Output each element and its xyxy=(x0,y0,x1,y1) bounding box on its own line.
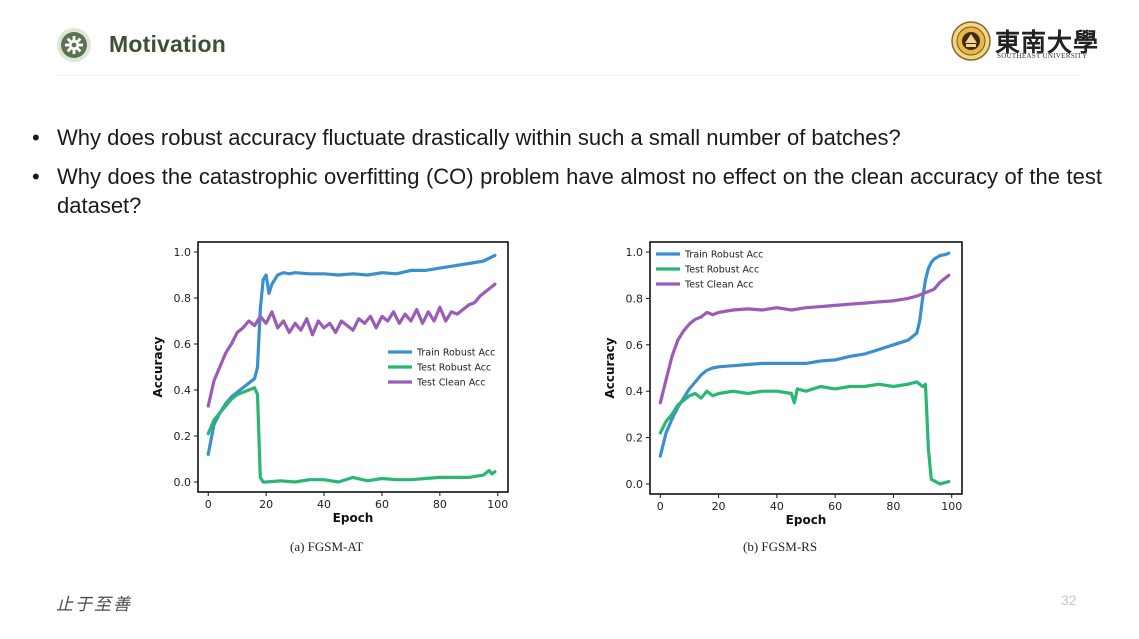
slide-header: Motivation 東南大學 SOUTHEAST UNIVERSITY xyxy=(0,0,1139,80)
y-tick-label: 0.0 xyxy=(626,478,644,491)
bullet-item: Why does robust accuracy fluctuate drast… xyxy=(30,123,1102,152)
university-seal-icon xyxy=(951,21,991,61)
legend-label: Test Robust Acc xyxy=(416,363,491,374)
caption-fgsm-rs: (b) FGSM-RS xyxy=(743,539,818,554)
university-subtitle: SOUTHEAST UNIVERSITY xyxy=(997,52,1088,60)
legend-label: Test Clean Acc xyxy=(684,280,754,291)
x-tick-label: 100 xyxy=(487,498,508,511)
x-tick-label: 100 xyxy=(941,500,962,513)
legend-label: Test Clean Acc xyxy=(416,378,486,389)
x-tick-label: 80 xyxy=(886,500,900,513)
gear-emblem-icon xyxy=(57,28,91,62)
footer-motto: 止于至善 xyxy=(56,595,132,614)
header-divider xyxy=(56,75,1080,76)
x-tick-label: 60 xyxy=(375,498,389,511)
legend-label: Test Robust Acc xyxy=(684,265,759,276)
y-axis-label: Accuracy xyxy=(604,337,617,398)
legend-label: Train Robust Acc xyxy=(684,250,763,261)
y-tick-label: 0.6 xyxy=(626,339,644,352)
y-tick-label: 1.0 xyxy=(626,246,644,259)
y-axis-label: Accuracy xyxy=(152,336,165,397)
chart-fgsm-at: 0 20 40 60 80 100 0.0 0.2 0.4 0.6 0.8 1.0 Epoch Accur… xyxy=(152,241,509,525)
caption-fgsm-at: (a) FGSM-AT xyxy=(290,539,364,554)
x-axis-label: Epoch xyxy=(333,511,374,525)
y-tick-label: 1.0 xyxy=(174,246,192,259)
y-tick-label: 0.6 xyxy=(174,338,192,351)
slide-title: Motivation xyxy=(109,31,226,57)
series-line xyxy=(206,282,497,408)
series-line xyxy=(658,380,951,486)
plot-frame xyxy=(649,241,963,495)
series-line xyxy=(206,253,497,456)
university-name: 東南大學 xyxy=(995,28,1100,57)
x-tick-label: 0 xyxy=(205,498,212,511)
figure-fgsm-rs: 0 20 40 60 80 100 0.0 0.2 0.4 0.6 0.8 1.0 Epoch Accur… xyxy=(604,236,966,526)
bullet-item: Why does the catastrophic overfitting (C… xyxy=(30,162,1102,220)
legend-label: Train Robust Acc xyxy=(416,348,495,359)
x-tick-label: 20 xyxy=(712,500,726,513)
x-tick-label: 40 xyxy=(317,498,331,511)
y-tick-label: 0.8 xyxy=(626,292,644,305)
plot-frame xyxy=(197,241,509,493)
x-axis-label: Epoch xyxy=(786,513,827,526)
x-tick-label: 80 xyxy=(433,498,447,511)
series-line xyxy=(658,273,951,405)
x-tick-label: 0 xyxy=(657,500,664,513)
y-tick-label: 0.0 xyxy=(174,476,192,489)
series-line xyxy=(658,251,951,458)
x-tick-label: 60 xyxy=(828,500,842,513)
y-tick-label: 0.2 xyxy=(174,430,192,443)
x-tick-label: 40 xyxy=(770,500,784,513)
y-tick-label: 0.4 xyxy=(626,385,644,398)
figure-fgsm-at: 0 20 40 60 80 100 0.0 0.2 0.4 0.6 0.8 1.0 Epoch Accur… xyxy=(152,236,514,526)
y-tick-label: 0.2 xyxy=(626,432,644,445)
y-tick-label: 0.4 xyxy=(174,384,192,397)
page-number: 32 xyxy=(1061,592,1077,608)
chart-fgsm-rs: 0 20 40 60 80 100 0.0 0.2 0.4 0.6 0.8 1.0 Epoch Accur… xyxy=(604,241,963,526)
series-line xyxy=(206,386,497,484)
x-tick-label: 20 xyxy=(259,498,273,511)
y-tick-label: 0.8 xyxy=(174,292,192,305)
bullet-list: Why does robust accuracy fluctuate drast… xyxy=(30,123,1102,230)
